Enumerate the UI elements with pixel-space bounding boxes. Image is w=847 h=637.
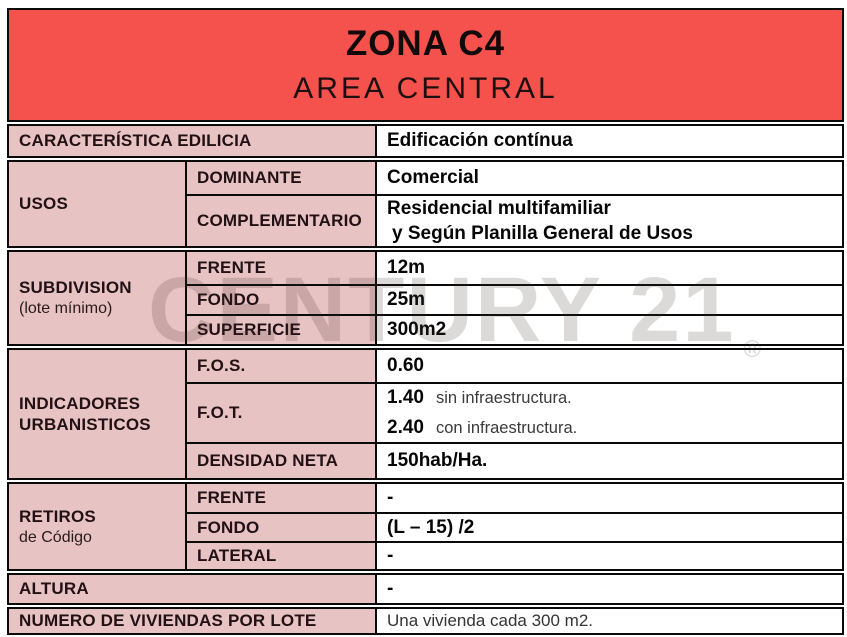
subdivision-superficie-key: SUPERFICIE: [187, 314, 377, 344]
subdivision-fondo-key: FONDO: [187, 284, 377, 314]
fot-line-1: 1.40 sin infraestructura.: [387, 384, 572, 413]
zoning-sheet: ZONA C4 AREA CENTRAL CARACTERÍSTICA EDIL…: [7, 8, 844, 635]
subdivision-label-text: SUBDIVISION: [19, 278, 132, 297]
retiros-lateral-key: LATERAL: [187, 541, 377, 569]
usos-complementario-line1: Residencial multifamiliar: [387, 198, 611, 219]
section-indicadores: INDICADORES URBANISTICOS F.O.S. 0.60 F.O…: [7, 348, 844, 480]
retiros-frente-value: -: [387, 487, 394, 508]
retiros-fondo-value: (L – 15) /2: [377, 512, 842, 541]
subdivision-fondo-value: 25m: [377, 284, 842, 314]
usos-complementario-key: COMPLEMENTARIO: [187, 194, 377, 246]
usos-label: USOS: [9, 162, 187, 246]
fot-line-2-num: 2.40: [387, 417, 424, 438]
retiros-fondo-key: FONDO: [187, 512, 377, 541]
subdivision-label: SUBDIVISION (lote mínimo): [9, 252, 187, 344]
section-altura: ALTURA -: [7, 573, 844, 605]
section-subdivision: SUBDIVISION (lote mínimo) FRENTE 12m FON…: [7, 250, 844, 346]
fot-line-1-text: sin infraestructura.: [435, 389, 572, 407]
usos-complementario-value: Residencial multifamiliar y Según Planil…: [377, 194, 842, 246]
viviendas-label: NUMERO DE VIVIENDAS POR LOTE: [9, 609, 377, 633]
retiros-lateral-value: -: [377, 541, 842, 569]
indicadores-fot-key: F.O.T.: [187, 382, 377, 442]
subdivision-note: (lote mínimo): [19, 300, 113, 317]
retiros-label-text: RETIROS: [19, 506, 96, 526]
indicadores-densidad-value: 150hab/Ha.: [377, 442, 842, 478]
subdivision-frente-key: FRENTE: [187, 252, 377, 284]
usos-dominante-value: Comercial: [387, 167, 479, 188]
caracteristica-value: Edificación contínua: [387, 130, 573, 151]
indicadores-densidad-key: DENSIDAD NETA: [187, 442, 377, 478]
section-viviendas: NUMERO DE VIVIENDAS POR LOTE Una viviend…: [7, 607, 844, 635]
indicadores-label: INDICADORES URBANISTICOS: [9, 350, 187, 478]
section-caracteristica: CARACTERÍSTICA EDILICIA Edificación cont…: [7, 124, 844, 158]
section-retiros: RETIROS de Código FRENTE - FONDO (L – 15…: [7, 482, 844, 571]
indicadores-fos-value: 0.60: [387, 355, 424, 376]
usos-dominante-key: DOMINANTE: [187, 162, 377, 194]
usos-complementario-line2: y Según Planilla General de Usos: [392, 223, 693, 244]
retiros-label: RETIROS de Código: [9, 484, 187, 569]
altura-label: ALTURA: [9, 575, 377, 603]
caracteristica-label: CARACTERÍSTICA EDILICIA: [9, 126, 377, 156]
section-usos: USOS DOMINANTE Comercial COMPLEMENTARIO …: [7, 160, 844, 248]
zone-header: ZONA C4 AREA CENTRAL: [7, 8, 844, 122]
zone-title: ZONA C4: [345, 24, 506, 63]
indicadores-label-line1: INDICADORES: [19, 394, 141, 413]
indicadores-fot-value: 1.40 sin infraestructura. 2.40 con infraes…: [377, 382, 842, 442]
altura-value: -: [387, 578, 394, 599]
indicadores-label-line2: URBANISTICOS: [19, 415, 151, 434]
retiros-note: de Código: [19, 528, 92, 546]
viviendas-value: Una vivienda cada 300 m2.: [387, 611, 594, 630]
fot-line-2: 2.40 con infraestructura.: [387, 413, 577, 442]
zone-subtitle: AREA CENTRAL: [293, 72, 558, 105]
fot-line-2-text: con infraestructura.: [435, 419, 578, 437]
retiros-frente-key: FRENTE: [187, 484, 377, 512]
subdivision-frente-value: 12m: [387, 257, 426, 278]
subdivision-superficie-value: 300m2: [377, 314, 842, 344]
fot-line-1-num: 1.40: [387, 387, 424, 408]
indicadores-fos-key: F.O.S.: [187, 350, 377, 382]
